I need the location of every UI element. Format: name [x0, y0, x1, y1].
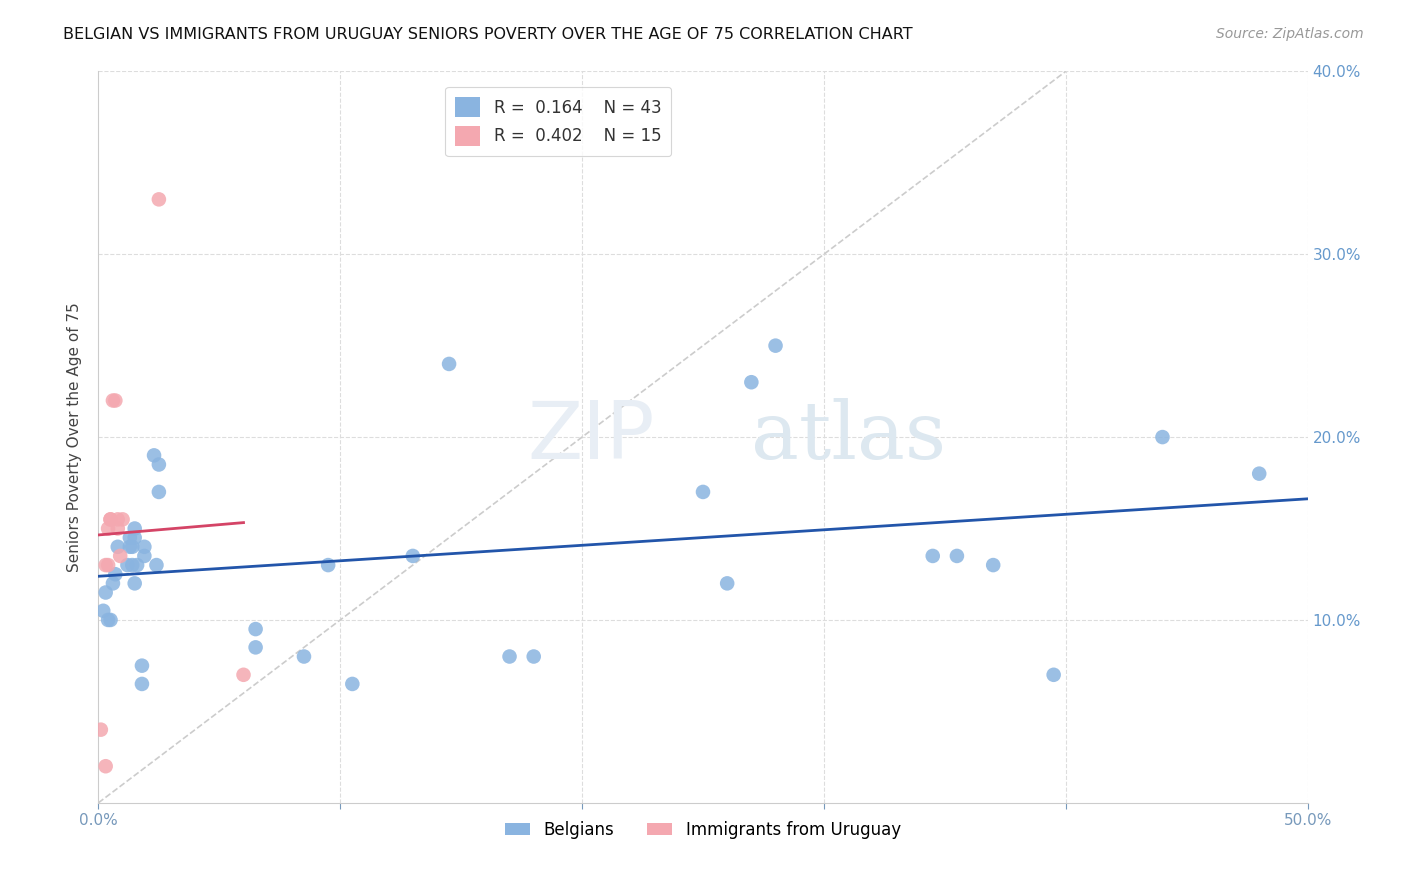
- Point: [342, 677, 364, 691]
- Point: [94, 585, 117, 599]
- Point: [104, 567, 127, 582]
- Y-axis label: Seniors Poverty Over the Age of 75: Seniors Poverty Over the Age of 75: [67, 302, 83, 572]
- Point: [131, 658, 153, 673]
- Point: [90, 723, 112, 737]
- Point: [121, 558, 143, 573]
- Point: [97, 521, 120, 535]
- Point: [946, 549, 969, 563]
- Point: [97, 558, 120, 573]
- Text: ZIP: ZIP: [527, 398, 655, 476]
- Point: [716, 576, 738, 591]
- Point: [148, 192, 170, 206]
- Text: atlas: atlas: [751, 398, 946, 476]
- Point: [124, 576, 146, 591]
- Point: [101, 393, 124, 408]
- Point: [91, 604, 114, 618]
- Point: [437, 357, 460, 371]
- Point: [97, 613, 120, 627]
- Point: [145, 558, 167, 573]
- Point: [148, 485, 170, 500]
- Point: [124, 531, 146, 545]
- Text: Source: ZipAtlas.com: Source: ZipAtlas.com: [1216, 27, 1364, 41]
- Point: [107, 512, 129, 526]
- Point: [245, 640, 267, 655]
- Point: [740, 375, 762, 389]
- Point: [981, 558, 1004, 573]
- Point: [101, 576, 124, 591]
- Point: [94, 759, 117, 773]
- Point: [498, 649, 520, 664]
- Point: [1042, 667, 1064, 681]
- Point: [232, 667, 254, 681]
- Point: [104, 393, 127, 408]
- Point: [107, 521, 129, 535]
- Point: [111, 512, 134, 526]
- Point: [134, 540, 156, 554]
- Point: [131, 677, 153, 691]
- Point: [100, 613, 122, 627]
- Point: [107, 540, 129, 554]
- Point: [765, 338, 787, 352]
- Point: [292, 649, 315, 664]
- Point: [921, 549, 943, 563]
- Point: [118, 531, 141, 545]
- Point: [1249, 467, 1271, 481]
- Point: [523, 649, 546, 664]
- Point: [316, 558, 339, 573]
- Point: [143, 448, 166, 462]
- Point: [94, 558, 117, 573]
- Point: [148, 458, 170, 472]
- Point: [692, 485, 714, 500]
- Point: [402, 549, 425, 563]
- Point: [124, 521, 146, 535]
- Point: [134, 549, 156, 563]
- Point: [108, 549, 131, 563]
- Text: BELGIAN VS IMMIGRANTS FROM URUGUAY SENIORS POVERTY OVER THE AGE OF 75 CORRELATIO: BELGIAN VS IMMIGRANTS FROM URUGUAY SENIO…: [63, 27, 912, 42]
- Legend: Belgians, Immigrants from Uruguay: Belgians, Immigrants from Uruguay: [498, 814, 908, 846]
- Point: [121, 540, 143, 554]
- Point: [127, 558, 149, 573]
- Point: [245, 622, 267, 636]
- Point: [1152, 430, 1174, 444]
- Point: [117, 558, 139, 573]
- Point: [100, 512, 122, 526]
- Point: [100, 512, 122, 526]
- Point: [118, 540, 141, 554]
